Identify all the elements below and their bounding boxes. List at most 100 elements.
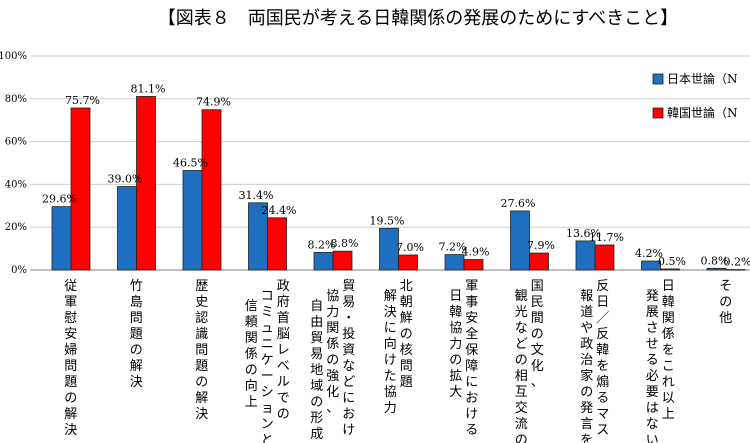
category-char: 民 — [531, 295, 544, 310]
category-char: の — [719, 295, 732, 310]
category-char: 要 — [646, 385, 659, 400]
category-char: 上 — [662, 407, 675, 422]
y-tick-label: 40% — [5, 179, 27, 190]
category-char: ／ — [596, 311, 609, 326]
category-char: や — [580, 321, 593, 336]
category-char: 従 — [64, 279, 77, 294]
category-char: 竹 — [130, 279, 143, 294]
category-char: 政 — [580, 337, 593, 352]
category-char: 以 — [662, 391, 675, 406]
legend-label-korea: 韓国世論（N — [667, 105, 738, 120]
category-char: 域 — [310, 379, 323, 394]
category-char: 易 — [310, 347, 323, 362]
category-char: 北 — [400, 279, 413, 294]
bar-japan — [706, 267, 727, 271]
bar-korea — [463, 259, 484, 271]
category-char: 安 — [465, 311, 478, 326]
bar-japan — [641, 260, 661, 271]
category-char: の — [580, 385, 593, 400]
category-char: に — [384, 321, 397, 336]
category-char: 投 — [342, 326, 355, 342]
category-char: 日 — [449, 289, 462, 304]
category-char: 解 — [384, 289, 397, 304]
value-label-japan: 8.2% — [308, 238, 336, 251]
legend-swatch-korea — [652, 107, 664, 119]
category-char: を — [596, 359, 609, 374]
category-char: 他 — [719, 311, 732, 326]
legend-swatch-japan — [652, 73, 664, 85]
category-char: 解 — [130, 359, 143, 374]
y-tick-label: 0% — [11, 265, 27, 276]
bar-korea — [529, 252, 549, 271]
category-char: に — [465, 375, 478, 390]
category-char: 報 — [580, 289, 593, 304]
category-char: の — [64, 391, 77, 406]
category-char: 力 — [449, 337, 462, 352]
category-label: その他 — [719, 279, 732, 326]
category-char: ュ — [261, 321, 274, 336]
category-char: ニ — [261, 337, 274, 352]
category-char: 認 — [195, 310, 208, 326]
category-char: 上 — [245, 395, 258, 410]
category-char: 題 — [195, 359, 208, 374]
bar-korea — [332, 250, 353, 271]
category-char: 首 — [277, 311, 290, 326]
category-char: を — [580, 433, 593, 443]
category-char: 家 — [580, 368, 593, 384]
category-char: こ — [662, 359, 675, 374]
category-char: の — [277, 407, 290, 422]
category-char: ン — [261, 417, 274, 432]
category-char: 反 — [596, 327, 609, 342]
category-char: 慰 — [64, 311, 77, 326]
category-char: に — [342, 391, 355, 406]
category-char: で — [277, 391, 290, 406]
category-char: ど — [342, 375, 355, 390]
category-char: 相 — [515, 369, 528, 384]
category-char: 間 — [531, 311, 544, 326]
y-tick-label: 80% — [5, 94, 27, 105]
category-char: 朝 — [400, 295, 413, 310]
category-char: 易 — [342, 295, 355, 310]
category-char: 大 — [449, 385, 462, 400]
category-char: 係 — [326, 337, 339, 352]
category-char: 互 — [515, 385, 528, 400]
category-char: の — [326, 353, 339, 368]
category-char: 国 — [531, 279, 544, 294]
category-char: 政 — [277, 279, 290, 294]
category-char: コ — [261, 289, 274, 304]
category-char: そ — [719, 279, 732, 294]
category-char: 、 — [326, 401, 339, 416]
category-char: 化 — [326, 385, 339, 400]
category-char: 反 — [596, 279, 609, 294]
legend-label-japan: 日本世論（N — [667, 71, 738, 86]
category-char: 貿 — [310, 331, 323, 346]
category-char: 問 — [130, 311, 143, 326]
category-char: な — [646, 417, 659, 432]
value-label-korea: 7.0% — [396, 241, 424, 254]
category-char: 向 — [384, 336, 397, 352]
value-label-japan: 4.2% — [635, 247, 663, 260]
category-char: 係 — [662, 327, 675, 342]
category-char: 決 — [195, 407, 208, 422]
value-label-japan: 39.0% — [108, 173, 143, 186]
category-char: け — [342, 423, 355, 438]
y-tick-label: 60% — [5, 137, 27, 148]
category-char: 婦 — [64, 342, 77, 358]
bar-japan — [379, 227, 399, 271]
category-char: 向 — [245, 378, 258, 394]
y-tick-label: 100% — [0, 51, 27, 62]
category-char: 化 — [531, 359, 544, 374]
category-char: 発 — [580, 401, 593, 416]
category-char: 軍 — [465, 279, 478, 294]
category-char: 全 — [465, 326, 478, 342]
category-char: 解 — [195, 391, 208, 406]
category-char: 韓 — [596, 343, 609, 358]
category-char: 力 — [384, 401, 397, 416]
bar-japan — [575, 240, 596, 271]
category-char: の — [515, 353, 528, 368]
category-char: お — [465, 391, 478, 406]
